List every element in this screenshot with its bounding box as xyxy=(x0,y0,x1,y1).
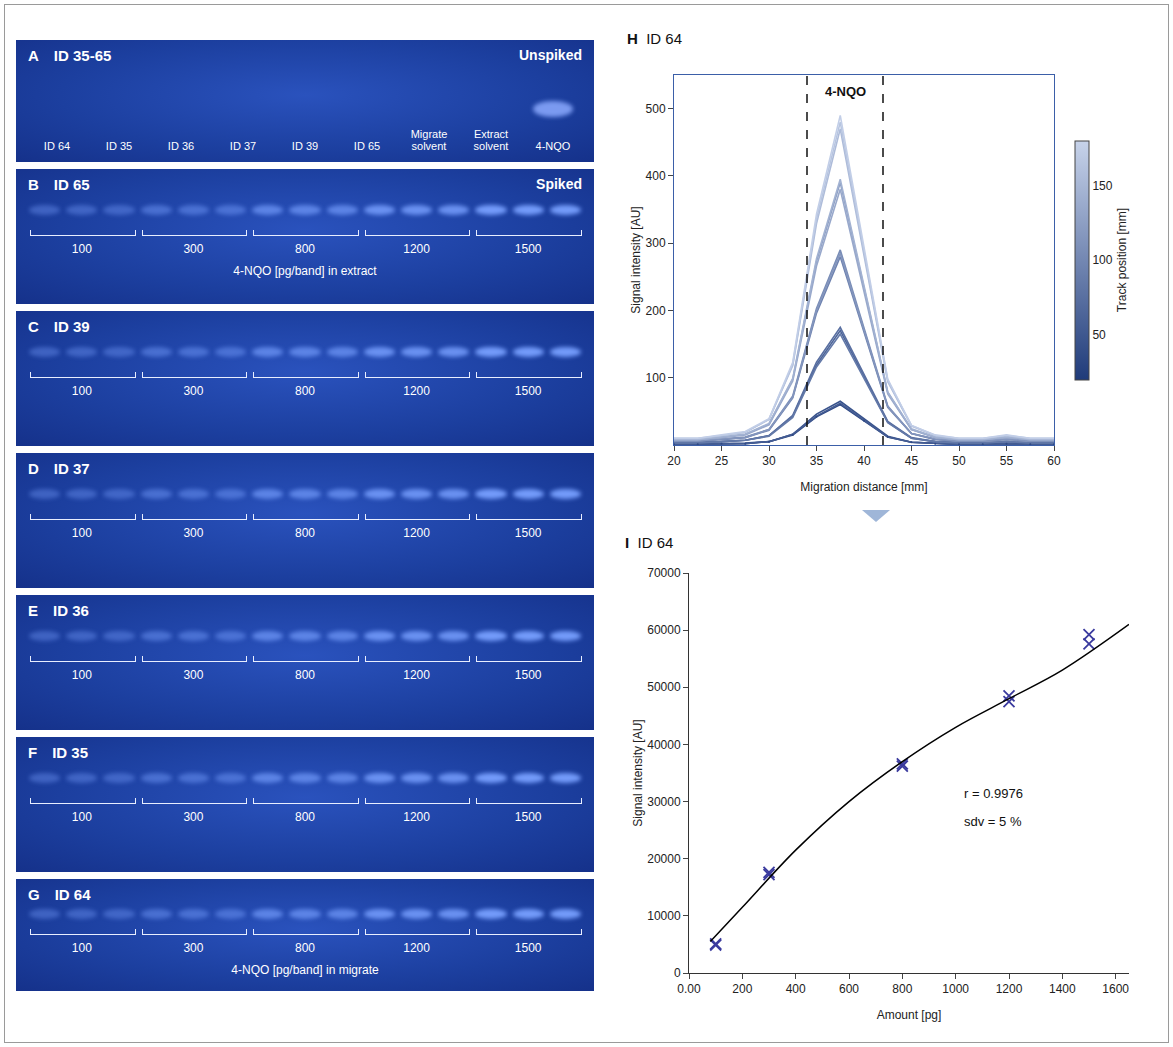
svg-text:25: 25 xyxy=(715,454,729,468)
html-text:1200: 1200 xyxy=(403,525,430,540)
html-text:D ID 37: D ID 37 xyxy=(28,460,90,477)
html-text:100: 100 xyxy=(71,667,92,682)
svg-text:10000: 10000 xyxy=(647,909,681,923)
html-text:4-NQO [pg/band] in migrate: 4-NQO [pg/band] in migrate xyxy=(231,963,379,978)
html-text:ID 64: ID 64 xyxy=(43,140,71,153)
html-text:800: 800 xyxy=(295,941,315,956)
html-text:300: 300 xyxy=(183,241,204,256)
html-text:100: 100 xyxy=(71,383,92,398)
html-text:300: 300 xyxy=(183,525,204,540)
svg-text:r = 0.9976: r = 0.9976 xyxy=(964,786,1023,801)
html-text:Spiked: Spiked xyxy=(536,176,582,192)
svg-text:45: 45 xyxy=(905,454,919,468)
html-text:1200: 1200 xyxy=(403,383,430,398)
svg-text:50: 50 xyxy=(1092,328,1106,342)
svg-text:1600: 1600 xyxy=(1102,982,1129,996)
svg-text:1200: 1200 xyxy=(996,982,1023,996)
html-text:800: 800 xyxy=(295,241,315,256)
svg-text:20000: 20000 xyxy=(647,852,681,866)
html-text:4-NQO: 4-NQO xyxy=(535,140,571,153)
html-text:C ID 39: C ID 39 xyxy=(28,318,90,335)
html-text:1500: 1500 xyxy=(514,941,542,956)
html-text:1500: 1500 xyxy=(514,383,542,398)
html-text:ID 37: ID 37 xyxy=(229,140,257,153)
html-text:800: 800 xyxy=(295,667,315,682)
svg-text:600: 600 xyxy=(839,982,859,996)
html-text:F ID 35: F ID 35 xyxy=(28,744,88,761)
svg-text:40: 40 xyxy=(857,454,871,468)
html-text:E ID 36: E ID 36 xyxy=(28,602,89,619)
html-text:4-NQO [pg/band] in extract: 4-NQO [pg/band] in extract xyxy=(233,263,377,278)
svg-text:sdv = 5 %: sdv = 5 % xyxy=(964,814,1022,829)
html-text:ID 36: ID 36 xyxy=(167,140,195,153)
svg-text:I ID 64: I ID 64 xyxy=(625,534,673,551)
svg-text:50: 50 xyxy=(952,454,966,468)
html-text:Unspiked: Unspiked xyxy=(519,47,582,63)
svg-text:Amount [pg]: Amount [pg] xyxy=(877,1008,942,1022)
html-text:B ID 65: B ID 65 xyxy=(28,176,90,193)
svg-text:500: 500 xyxy=(646,102,666,116)
html-text:ID 65: ID 65 xyxy=(353,140,381,153)
svg-text:4-NQO: 4-NQO xyxy=(825,84,866,99)
svg-text:100: 100 xyxy=(1092,253,1112,267)
html-text:300: 300 xyxy=(183,667,204,682)
svg-text:50000: 50000 xyxy=(647,680,681,694)
html-text:100: 100 xyxy=(71,941,92,956)
svg-text:Signal intensity [AU]: Signal intensity [AU] xyxy=(629,206,643,313)
svg-text:60000: 60000 xyxy=(647,623,681,637)
html-text:800: 800 xyxy=(295,809,315,824)
svg-text:H ID 64: H ID 64 xyxy=(627,30,682,47)
svg-text:200: 200 xyxy=(646,304,666,318)
svg-text:Signal intensity [AU]: Signal intensity [AU] xyxy=(631,719,645,826)
svg-text:1000: 1000 xyxy=(942,982,969,996)
html-text:300: 300 xyxy=(183,809,204,824)
html-text:1500: 1500 xyxy=(514,525,542,540)
html-text:ID 39: ID 39 xyxy=(291,140,319,153)
svg-text:30: 30 xyxy=(762,454,776,468)
html-text:A ID 35-65: A ID 35-65 xyxy=(28,47,112,64)
html-text:1200: 1200 xyxy=(403,241,430,256)
html-text:1200: 1200 xyxy=(403,667,430,682)
svg-text:400: 400 xyxy=(786,982,806,996)
svg-text:60: 60 xyxy=(1047,454,1061,468)
html-text:1200: 1200 xyxy=(403,941,430,956)
html-text:300: 300 xyxy=(183,383,204,398)
svg-text:0: 0 xyxy=(674,966,681,980)
svg-text:20: 20 xyxy=(667,454,681,468)
html-text:100: 100 xyxy=(71,525,92,540)
svg-text:800: 800 xyxy=(892,982,912,996)
html-text:1500: 1500 xyxy=(514,809,542,824)
html-text:Migrate solvent: Migrate solvent xyxy=(410,128,448,153)
svg-text:40000: 40000 xyxy=(647,738,681,752)
html-text:100: 100 xyxy=(71,809,92,824)
html-text:G ID 64: G ID 64 xyxy=(28,886,91,903)
svg-text:150: 150 xyxy=(1092,179,1112,193)
svg-text:200: 200 xyxy=(732,982,752,996)
svg-text:1400: 1400 xyxy=(1049,982,1076,996)
svg-text:30000: 30000 xyxy=(647,795,681,809)
html-text:Extract solvent: Extract solvent xyxy=(473,128,509,153)
svg-text:35: 35 xyxy=(810,454,824,468)
svg-text:70000: 70000 xyxy=(647,566,681,580)
svg-text:Track position [mm]: Track position [mm] xyxy=(1115,208,1129,312)
html-text:800: 800 xyxy=(295,383,315,398)
svg-text:Migration distance [mm]: Migration distance [mm] xyxy=(800,480,927,494)
html-text:800: 800 xyxy=(295,525,315,540)
html-text:1500: 1500 xyxy=(514,667,542,682)
svg-text:100: 100 xyxy=(646,371,666,385)
svg-text:400: 400 xyxy=(646,169,666,183)
html-text:100: 100 xyxy=(71,241,92,256)
html-text:300: 300 xyxy=(183,941,204,956)
html-text:1200: 1200 xyxy=(403,809,430,824)
svg-text:0.00: 0.00 xyxy=(677,982,701,996)
svg-text:55: 55 xyxy=(1000,454,1014,468)
html-text:1500: 1500 xyxy=(514,241,542,256)
svg-text:300: 300 xyxy=(646,236,666,250)
html-text:ID 35: ID 35 xyxy=(105,140,133,153)
